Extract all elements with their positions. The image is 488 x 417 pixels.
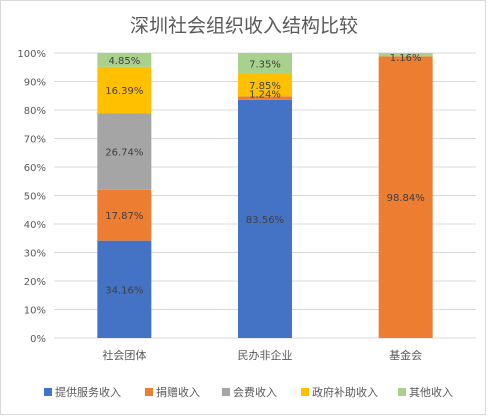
bar-segment xyxy=(378,53,433,57)
bar-segment xyxy=(378,56,433,338)
x-axis-categories: 社会团体 民办非企业 基金会 xyxy=(102,348,422,362)
y-tick-label: 10% xyxy=(24,306,46,317)
data-label: 34.16% xyxy=(105,285,143,296)
bars xyxy=(97,52,433,338)
legend-label: 会费收入 xyxy=(233,385,277,399)
y-tick-label: 20% xyxy=(24,277,46,288)
legend-swatch xyxy=(44,388,52,396)
data-label: 7.85% xyxy=(249,81,281,92)
y-tick-label: 80% xyxy=(24,106,46,117)
y-tick-label: 100% xyxy=(17,49,46,60)
legend-label: 捐赠收入 xyxy=(156,385,200,399)
bar-segment xyxy=(238,53,292,74)
bar-segment xyxy=(238,96,292,100)
data-label: 1.16% xyxy=(390,53,422,64)
legend-swatch xyxy=(145,388,153,396)
bar-segment xyxy=(97,113,152,190)
bar-segment xyxy=(238,73,292,97)
data-label: 1.24% xyxy=(249,89,281,100)
bar-segment xyxy=(97,52,152,67)
data-label: 16.39% xyxy=(105,86,143,97)
data-label: 7.35% xyxy=(249,59,281,70)
chart-title: 深圳社会组织收入结构比较 xyxy=(130,15,358,37)
legend: 提供服务收入 捐赠收入 会费收入 政府补助收入 其他收入 xyxy=(44,385,453,399)
data-label: 17.87% xyxy=(105,211,143,222)
data-label: 26.74% xyxy=(105,148,143,159)
bar-segment xyxy=(97,240,152,338)
y-tick-label: 0% xyxy=(30,334,46,345)
y-tick-label: 70% xyxy=(24,135,46,146)
y-tick-label: 60% xyxy=(24,163,46,174)
x-category-label: 民办非企业 xyxy=(238,348,293,362)
y-axis-ticks: 0% 10% 20% 30% 40% 50% 60% 70% 80% 90% 100% xyxy=(17,49,46,345)
y-tick-label: 50% xyxy=(24,192,46,203)
legend-swatch xyxy=(222,388,230,396)
bar-segment xyxy=(238,99,292,338)
x-category-label: 社会团体 xyxy=(102,348,146,362)
legend-swatch xyxy=(398,388,406,396)
bar-segment xyxy=(97,66,152,114)
y-tick-label: 40% xyxy=(24,220,46,231)
legend-label: 提供服务收入 xyxy=(55,385,121,399)
legend-swatch xyxy=(301,388,309,396)
data-label: 98.84% xyxy=(387,193,425,204)
y-tick-label: 30% xyxy=(24,249,46,260)
data-label: 83.56% xyxy=(246,215,284,226)
data-label: 4.85% xyxy=(108,56,140,67)
legend-label: 其他收入 xyxy=(409,385,453,399)
x-category-label: 基金会 xyxy=(389,348,422,362)
legend-label: 政府补助收入 xyxy=(312,385,378,399)
data-labels: 34.16% 17.87% 26.74% 16.39% 4.85% 83.56% 1.24%… xyxy=(105,53,424,296)
bar-segment xyxy=(97,189,152,241)
y-tick-label: 90% xyxy=(24,78,46,89)
